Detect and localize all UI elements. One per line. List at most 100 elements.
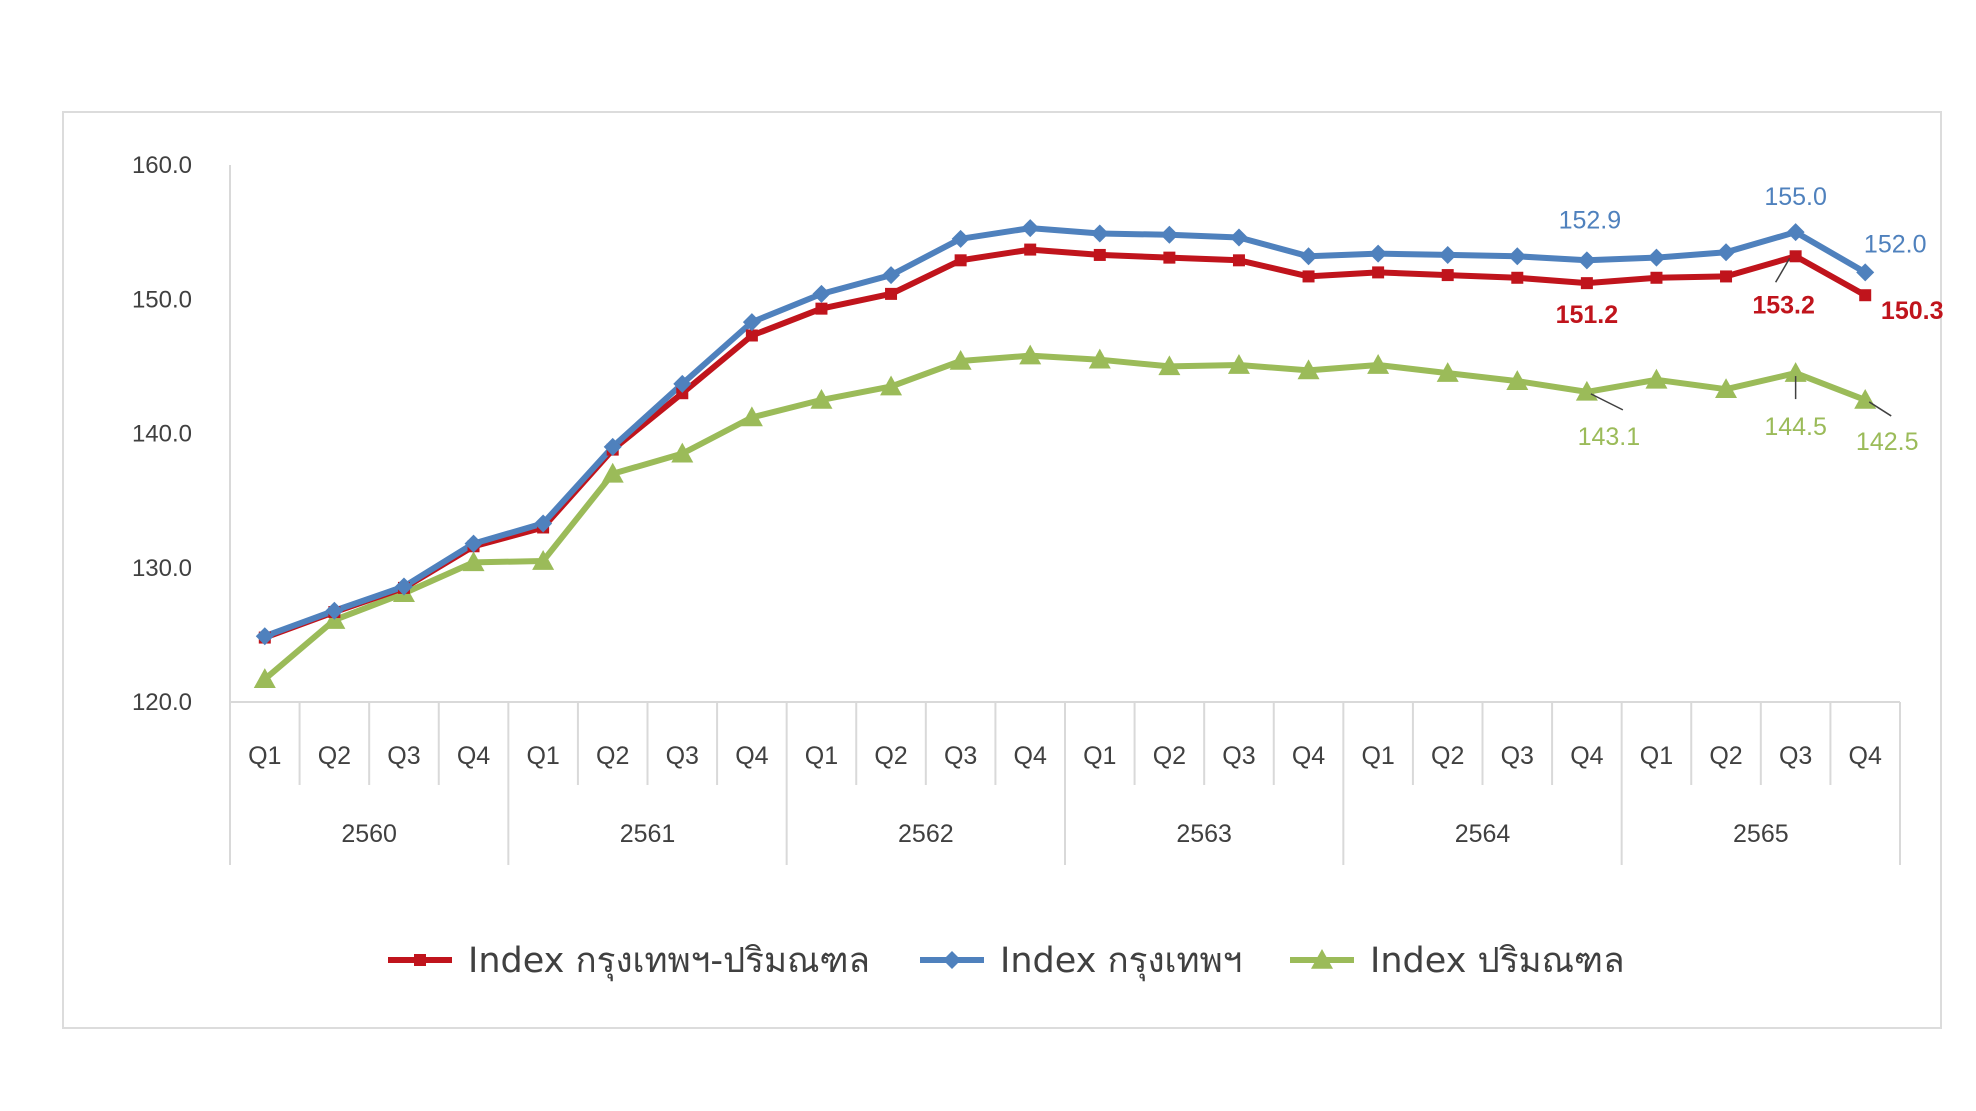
y-tick-label: 120.0 [132,689,192,716]
quarter-label: Q3 [1222,742,1255,770]
data-point-2 [1575,380,1598,401]
quarter-label: Q2 [874,742,907,770]
data-label: 144.5 [1764,413,1827,441]
data-point-2 [1506,370,1529,390]
data-point-0 [1511,271,1524,284]
data-point-0 [954,254,967,267]
legend-swatch-marker [943,951,961,969]
quarter-label: Q3 [944,742,977,770]
y-tick-label: 150.0 [132,286,192,313]
quarter-label: Q2 [1431,742,1464,770]
data-point-2 [740,406,763,427]
quarter-label: Q1 [1361,742,1394,770]
data-point-2 [532,550,555,570]
data-point-1 [882,266,901,285]
year-label: 2563 [1176,820,1232,848]
data-point-2 [1784,362,1807,382]
data-point-0 [1441,269,1454,282]
year-label: 2565 [1733,820,1789,848]
data-point-2 [462,551,485,572]
data-labels: 151.2 153.2 150.3 152.9 155.0 152.0 143.1 144.5… [1556,183,1944,456]
data-point-0 [1650,271,1663,284]
quarter-label: Q4 [1570,742,1603,770]
quarter-label: Q3 [1779,742,1812,770]
data-point-1 [1786,223,1805,242]
quarter-label: Q1 [526,742,559,770]
data-point-0 [815,302,828,315]
data-point-1 [1229,228,1248,247]
data-point-1 [325,601,344,620]
data-label: 142.5 [1856,428,1919,456]
data-point-0 [1163,251,1176,264]
quarter-label: Q3 [1501,742,1534,770]
legend-swatch-marker [1311,949,1333,969]
data-point-1 [1438,245,1457,264]
data-point-1 [1856,263,1875,282]
data-point-1 [951,229,970,248]
data-point-1 [1717,243,1736,262]
data-point-1 [1021,219,1040,238]
data-point-2 [880,375,903,396]
data-point-0 [1093,248,1106,261]
data-point-1 [1090,224,1109,243]
quarter-label: Q4 [1014,742,1047,770]
data-point-1 [1647,248,1666,267]
data-point-1 [1508,247,1527,266]
data-point-1 [673,374,692,393]
chart-axes: 160.0 150.0 140.0 130.0 120.0 Q1 Q2 Q3 Q4 Q1 Q2 Q3 Q… [132,152,1901,865]
data-point-0 [1024,243,1037,256]
data-point-2 [949,350,972,370]
data-point-2 [601,462,624,483]
quarter-label: Q2 [596,742,629,770]
series-line-0 [261,246,1869,641]
quarter-label: Q2 [1153,742,1186,770]
quarter-label: Q4 [1849,742,1882,770]
data-point-1 [255,627,274,646]
data-point-2 [671,442,694,463]
year-label: 2564 [1455,820,1511,848]
data-point-0 [1720,270,1733,283]
data-label: 143.1 [1578,423,1641,451]
data-point-1 [1160,225,1179,244]
data-point-1 [1299,247,1318,266]
data-label: 152.0 [1864,230,1927,258]
year-label: 2560 [341,820,397,848]
y-tick-label: 140.0 [132,421,192,448]
y-tick-label: 130.0 [132,555,192,582]
data-point-2 [1367,354,1390,374]
data-point-0 [1372,266,1385,279]
quarter-label: Q1 [1083,742,1116,770]
data-point-1 [1369,244,1388,263]
legend-label: Index กรุงเทพฯ-ปริมณฑล [468,941,870,981]
quarter-label: Q4 [1292,742,1325,770]
quarter-label: Q1 [1640,742,1673,770]
chart-legend: Index กรุงเทพฯ-ปริมณฑล Index กรุงเทพฯ Inde… [388,941,1625,981]
y-tick-label: 160.0 [132,152,192,179]
data-point-2 [1854,388,1877,409]
data-label: 152.9 [1559,206,1622,234]
data-point-2 [1227,354,1250,374]
quarter-label: Q2 [318,742,351,770]
data-point-2 [1158,355,1181,376]
data-label: 153.2 [1752,291,1815,319]
data-point-0 [885,287,898,300]
data-point-0 [676,387,689,400]
data-point-0 [1232,254,1245,267]
quarter-label: Q3 [666,742,699,770]
series-markers [253,219,1877,688]
data-point-2 [1715,378,1738,398]
data-point-1 [464,534,483,553]
data-point-1 [534,514,553,533]
legend-swatch-marker [414,954,426,966]
data-point-2 [1297,359,1320,380]
data-point-0 [1859,289,1872,302]
data-point-2 [1019,344,1042,365]
quarter-label: Q1 [248,742,281,770]
label-leader-line [1774,257,1791,283]
quarter-label: Q3 [387,742,420,770]
quarter-label: Q4 [457,742,490,770]
chart-frame [62,111,1942,1029]
year-label: 2562 [898,820,954,848]
data-point-2 [1088,348,1111,369]
